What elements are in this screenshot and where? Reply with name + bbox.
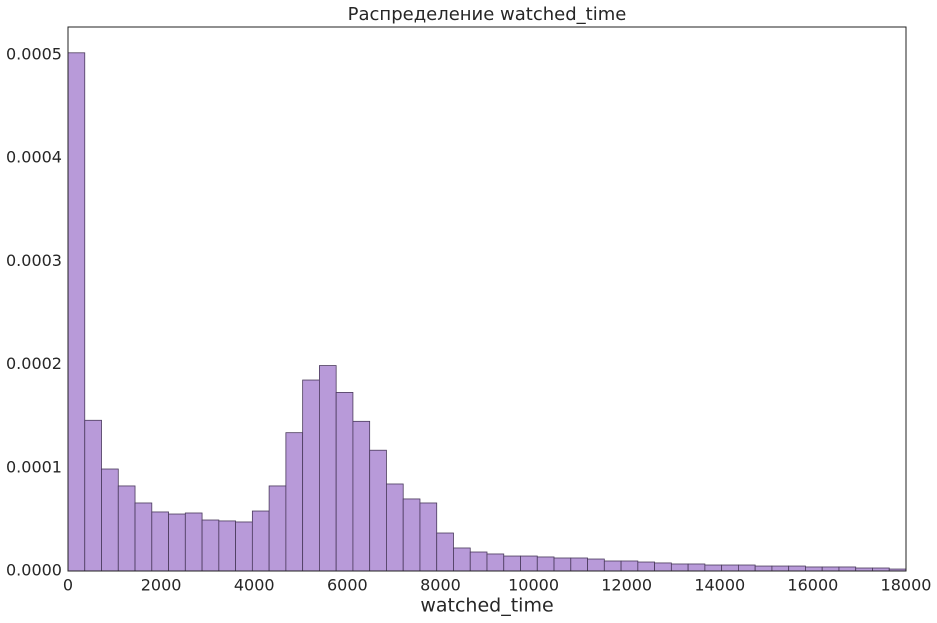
bar: [587, 558, 605, 572]
bar: [788, 565, 806, 572]
bar: [821, 566, 840, 572]
x-tick-label: 8000: [420, 576, 461, 595]
bar: [620, 560, 639, 572]
bar: [805, 566, 823, 572]
bar: [151, 511, 169, 572]
bar: [637, 561, 656, 572]
bar: [369, 449, 387, 572]
x-tick-label: 4000: [234, 576, 275, 595]
bar: [235, 521, 253, 572]
y-tick-label: 0.0003: [6, 251, 62, 270]
y-tick-label: 0.0004: [6, 148, 62, 167]
x-axis-label: watched_time: [420, 595, 553, 617]
bar: [402, 498, 421, 572]
plot-frame: [67, 26, 907, 572]
bar: [335, 392, 354, 572]
bar: [117, 485, 136, 572]
x-tick-label: 14000: [694, 576, 745, 595]
bar: [536, 556, 555, 572]
bar: [553, 557, 572, 572]
bar: [503, 555, 521, 572]
bar: [721, 564, 739, 572]
bar: [168, 513, 186, 572]
x-tick-label: 0: [63, 576, 73, 595]
y-tick-label: 0.0005: [6, 44, 62, 63]
y-tick-label: 0.0002: [6, 354, 62, 373]
bar: [436, 532, 454, 572]
chart-title: Распределение watched_time: [348, 4, 627, 25]
x-tick-label: 12000: [601, 576, 652, 595]
bar: [754, 565, 773, 572]
x-tick-label: 16000: [787, 576, 838, 595]
bar: [318, 365, 337, 572]
bar: [218, 520, 236, 572]
bar: [302, 379, 320, 572]
bar: [419, 502, 438, 572]
x-tick-label: 6000: [327, 576, 368, 595]
bar: [486, 553, 505, 572]
bar: [386, 483, 404, 572]
y-tick-label: 0.0000: [6, 561, 62, 580]
bar: [268, 485, 287, 572]
x-tick-label: 18000: [881, 576, 932, 595]
bar: [285, 432, 304, 572]
bar: [654, 562, 672, 572]
bar: [469, 551, 488, 572]
bar: [687, 563, 706, 572]
bar: [184, 512, 203, 572]
bar: [603, 560, 622, 572]
bar: [670, 563, 689, 572]
bar: [738, 564, 756, 572]
bar: [251, 510, 270, 572]
bar: [201, 519, 220, 572]
x-tick-label: 2000: [141, 576, 182, 595]
bar: [570, 557, 588, 572]
bar: [520, 555, 538, 572]
bar: [704, 564, 723, 572]
bar: [84, 419, 102, 572]
bar: [134, 502, 153, 572]
bar: [453, 547, 471, 572]
y-tick-label: 0.0001: [6, 457, 62, 476]
bar: [771, 565, 790, 572]
bar: [838, 566, 857, 572]
bar: [352, 420, 371, 572]
bar: [101, 468, 119, 572]
bar: [67, 52, 86, 572]
x-tick-label: 10000: [508, 576, 559, 595]
